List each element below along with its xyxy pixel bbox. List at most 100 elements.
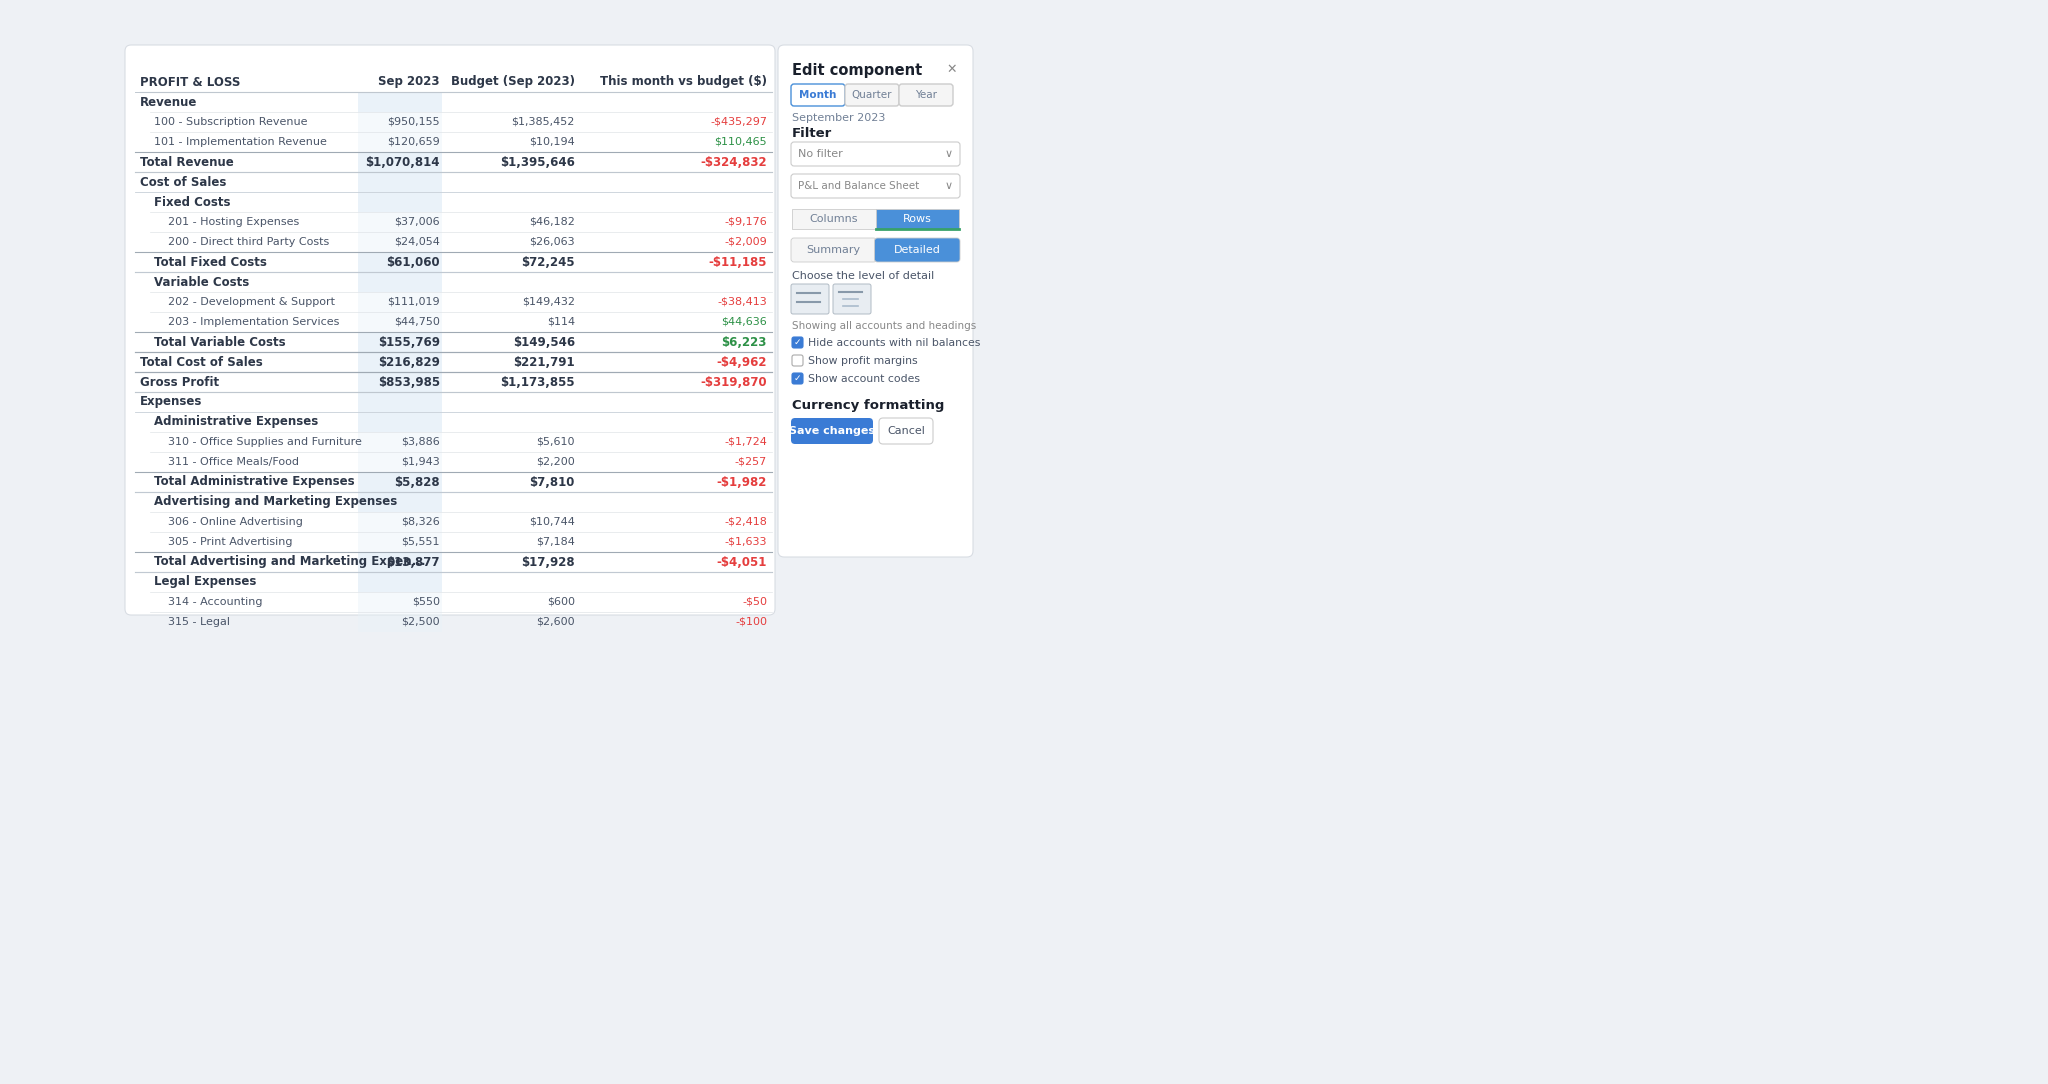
Text: Show profit margins: Show profit margins — [809, 356, 918, 365]
Text: Showing all accounts and headings: Showing all accounts and headings — [793, 321, 977, 331]
Text: 314 - Accounting: 314 - Accounting — [168, 597, 262, 607]
Text: -$1,633: -$1,633 — [725, 537, 768, 547]
Text: $17,928: $17,928 — [522, 555, 575, 568]
Bar — [358, 472, 442, 492]
Text: Summary: Summary — [807, 245, 860, 255]
Bar — [358, 392, 442, 412]
Bar — [358, 572, 442, 592]
FancyBboxPatch shape — [791, 284, 829, 314]
Text: ∨: ∨ — [944, 149, 952, 159]
Text: Quarter: Quarter — [852, 90, 893, 100]
Text: $10,194: $10,194 — [528, 137, 575, 147]
Text: $7,184: $7,184 — [537, 537, 575, 547]
Text: 101 - Implementation Revenue: 101 - Implementation Revenue — [154, 137, 328, 147]
Text: -$257: -$257 — [735, 457, 768, 467]
Text: ✓: ✓ — [795, 374, 801, 383]
Text: 311 - Office Meals/Food: 311 - Office Meals/Food — [168, 457, 299, 467]
Text: Columns: Columns — [809, 214, 858, 224]
Bar — [358, 552, 442, 572]
Text: $3,886: $3,886 — [401, 437, 440, 447]
Text: -$4,051: -$4,051 — [717, 555, 768, 568]
Text: $37,006: $37,006 — [395, 217, 440, 227]
Text: $1,070,814: $1,070,814 — [365, 155, 440, 168]
Text: $6,223: $6,223 — [721, 336, 768, 348]
Text: $61,060: $61,060 — [387, 256, 440, 269]
Text: $950,155: $950,155 — [387, 117, 440, 127]
Bar — [358, 332, 442, 352]
Text: $149,432: $149,432 — [522, 297, 575, 307]
Text: $46,182: $46,182 — [528, 217, 575, 227]
Text: $2,200: $2,200 — [537, 457, 575, 467]
Text: $110,465: $110,465 — [715, 137, 768, 147]
Text: $600: $600 — [547, 597, 575, 607]
Text: Choose the level of detail: Choose the level of detail — [793, 271, 934, 281]
FancyBboxPatch shape — [874, 238, 961, 262]
Text: $44,750: $44,750 — [393, 317, 440, 327]
Text: $13,877: $13,877 — [387, 555, 440, 568]
FancyBboxPatch shape — [791, 418, 872, 444]
Bar — [358, 452, 442, 472]
Text: 203 - Implementation Services: 203 - Implementation Services — [168, 317, 340, 327]
Text: $5,610: $5,610 — [537, 437, 575, 447]
Text: $2,600: $2,600 — [537, 617, 575, 627]
Text: Rows: Rows — [903, 214, 932, 224]
Text: Detailed: Detailed — [893, 245, 940, 255]
Text: Edit component: Edit component — [793, 63, 922, 78]
Text: $1,173,855: $1,173,855 — [500, 375, 575, 388]
Text: -$9,176: -$9,176 — [725, 217, 768, 227]
Text: $1,385,452: $1,385,452 — [512, 117, 575, 127]
Text: $114: $114 — [547, 317, 575, 327]
Text: Total Advertising and Marketing Expen...: Total Advertising and Marketing Expen... — [154, 555, 426, 568]
Bar — [358, 372, 442, 392]
Text: 310 - Office Supplies and Furniture: 310 - Office Supplies and Furniture — [168, 437, 362, 447]
Text: P&L and Balance Sheet: P&L and Balance Sheet — [799, 181, 920, 191]
Text: ∨: ∨ — [944, 181, 952, 191]
Text: ✓: ✓ — [795, 338, 801, 347]
Text: Year: Year — [915, 90, 938, 100]
Bar — [358, 251, 442, 272]
Text: -$11,185: -$11,185 — [709, 256, 768, 269]
Text: -$2,418: -$2,418 — [725, 517, 768, 527]
Text: $1,943: $1,943 — [401, 457, 440, 467]
Text: PROFIT & LOSS: PROFIT & LOSS — [139, 76, 240, 89]
Text: Hide accounts with nil balances: Hide accounts with nil balances — [809, 337, 981, 348]
Bar — [358, 292, 442, 312]
Text: $149,546: $149,546 — [512, 336, 575, 348]
Text: Cancel: Cancel — [887, 426, 926, 436]
Text: -$1,982: -$1,982 — [717, 476, 768, 489]
Text: 100 - Subscription Revenue: 100 - Subscription Revenue — [154, 117, 307, 127]
Text: Total Cost of Sales: Total Cost of Sales — [139, 356, 262, 369]
Text: Total Revenue: Total Revenue — [139, 155, 233, 168]
Bar — [358, 112, 442, 132]
FancyBboxPatch shape — [125, 46, 774, 615]
Text: Administrative Expenses: Administrative Expenses — [154, 415, 317, 428]
Text: Currency formatting: Currency formatting — [793, 399, 944, 412]
Text: 202 - Development & Support: 202 - Development & Support — [168, 297, 336, 307]
FancyBboxPatch shape — [899, 83, 952, 106]
Text: Show account codes: Show account codes — [809, 374, 920, 384]
Text: Sep 2023: Sep 2023 — [379, 76, 440, 89]
Bar — [358, 212, 442, 232]
Text: -$100: -$100 — [735, 617, 768, 627]
Text: 306 - Online Advertising: 306 - Online Advertising — [168, 517, 303, 527]
Bar — [358, 492, 442, 512]
Bar — [358, 172, 442, 192]
Text: $550: $550 — [412, 597, 440, 607]
Text: 305 - Print Advertising: 305 - Print Advertising — [168, 537, 293, 547]
Text: Cost of Sales: Cost of Sales — [139, 176, 227, 189]
Text: $7,810: $7,810 — [530, 476, 575, 489]
Text: Total Fixed Costs: Total Fixed Costs — [154, 256, 266, 269]
Text: Legal Expenses: Legal Expenses — [154, 576, 256, 589]
Text: 201 - Hosting Expenses: 201 - Hosting Expenses — [168, 217, 299, 227]
Text: -$1,724: -$1,724 — [725, 437, 768, 447]
Text: $216,829: $216,829 — [379, 356, 440, 369]
Text: Gross Profit: Gross Profit — [139, 375, 219, 388]
Text: $5,551: $5,551 — [401, 537, 440, 547]
Text: -$50: -$50 — [741, 597, 768, 607]
Text: Total Administrative Expenses: Total Administrative Expenses — [154, 476, 354, 489]
Bar — [358, 412, 442, 433]
Bar — [358, 512, 442, 532]
Text: ✕: ✕ — [946, 63, 956, 76]
Bar — [358, 592, 442, 612]
FancyBboxPatch shape — [793, 337, 803, 348]
